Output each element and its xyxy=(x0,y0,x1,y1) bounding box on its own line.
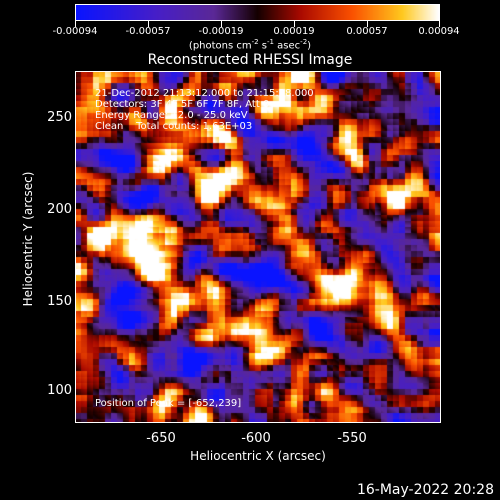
colorbar-tick xyxy=(148,21,149,27)
x-axis-label: Heliocentric X (arcsec) xyxy=(190,449,326,463)
colorbar-tick xyxy=(367,21,368,27)
colorbar-tick-label: 0.00019 xyxy=(273,26,315,37)
colorbar-tick xyxy=(75,21,76,27)
detectors-text: Detectors: 3F 4F 5F 6F 7F 8F, Att 0 xyxy=(95,99,270,110)
y-tick-label: 250 xyxy=(47,110,72,125)
clean-counts-text: Clean Total counts: 1.63E+03 xyxy=(95,121,253,132)
x-tick-label: -550 xyxy=(337,431,367,446)
x-tick-label: -600 xyxy=(241,431,271,446)
colorbar xyxy=(75,4,440,21)
x-tick-label: -650 xyxy=(146,431,176,446)
colorbar-tick-label: 0.00094 xyxy=(418,26,460,37)
plot-title: Reconstructed RHESSI Image xyxy=(147,52,353,68)
timestamp-footer: 16-May-2022 20:28 xyxy=(356,482,494,498)
colorbar-units: (photons cm-2 s-1 asec-2) xyxy=(188,38,312,52)
reconstructed-image xyxy=(75,71,441,423)
colorbar-tick xyxy=(294,21,295,27)
colorbar-tick-label: -0.00057 xyxy=(125,26,171,37)
y-tick-label: 200 xyxy=(47,202,72,217)
y-axis-label: Heliocentric Y (arcsec) xyxy=(21,171,35,307)
colorbar-tick-label: -0.00019 xyxy=(198,26,244,37)
y-tick-label: 100 xyxy=(47,383,72,398)
colorbar-tick xyxy=(439,21,440,27)
colorbar-tick-label: -0.00094 xyxy=(52,26,98,37)
colorbar-tick xyxy=(221,21,222,27)
time-range-text: 21-Dec-2012 21:13:12.000 to 21:15:28.000 xyxy=(95,88,314,99)
y-tick-label: 150 xyxy=(47,294,72,309)
peak-position-text: Position of Peak = [-652,239] xyxy=(95,398,242,409)
colorbar-tick-label: 0.00057 xyxy=(346,26,388,37)
energy-range-text: Energy Range: 12.0 - 25.0 keV xyxy=(95,110,248,121)
